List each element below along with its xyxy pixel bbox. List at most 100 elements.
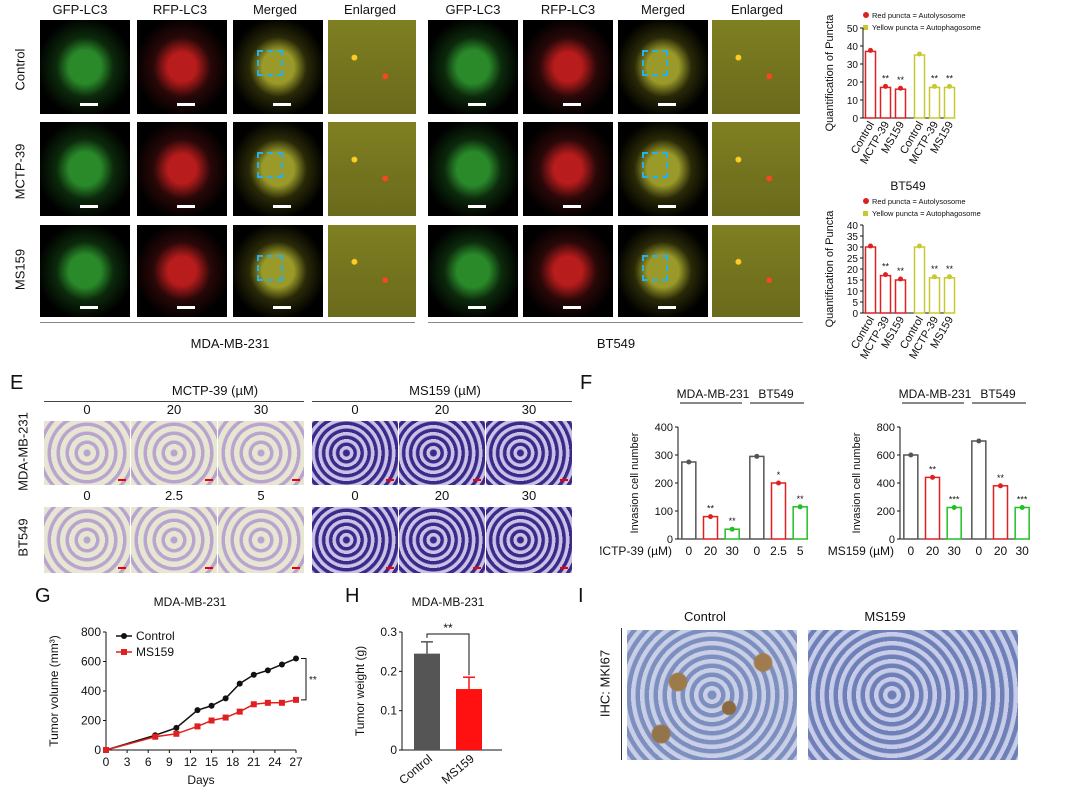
scale-bar [273, 306, 291, 309]
y-tick-label: 800 [81, 625, 101, 639]
x-tick-label: 21 [247, 755, 261, 769]
scale-bar [205, 567, 213, 569]
legend-red-dot [863, 198, 869, 204]
y-tick-label: 10 [847, 96, 859, 107]
x-tick-label: 2.5 [770, 544, 787, 558]
invasion-point [951, 505, 957, 510]
series-point [194, 707, 201, 714]
puncta-bar [894, 279, 907, 314]
puncta-bar [913, 54, 926, 119]
e-dose-label: 0 [351, 488, 359, 503]
y-tick-label: 200 [81, 714, 101, 728]
micrograph-rfp-ms159-bt549 [523, 225, 613, 317]
e-title-mctp: MCTP-39 (µM) [171, 383, 259, 398]
invasion-bar [702, 515, 719, 540]
ihc-title-ms159: MS159 [864, 609, 906, 624]
sig-mark: ** [946, 73, 954, 83]
x-tick-label: 0 [103, 755, 110, 769]
series-point [264, 667, 271, 674]
series-point [103, 747, 109, 753]
scale-bar [177, 103, 195, 106]
sig-mark: ** [309, 675, 317, 686]
y-tick-label: 100 [655, 506, 673, 518]
invasion-micrograph [131, 421, 217, 485]
chart-title: MDA-MB-231 [412, 595, 485, 609]
x-tick-label: 0 [975, 544, 982, 558]
scale-bar [292, 567, 300, 569]
ihc-title-control: Control [684, 609, 726, 624]
group-header: MDA-MB-231 [677, 387, 750, 401]
e-line-right [312, 401, 572, 402]
group-header: MDA-MB-231 [899, 387, 972, 401]
invasion-bar [770, 482, 787, 540]
puncta-bar [879, 86, 892, 119]
puncta-point [868, 47, 873, 53]
y-tick-label: 20 [847, 265, 859, 276]
legend-red-dot [863, 12, 869, 18]
ihc-image-ms159 [808, 630, 1018, 760]
y-tick-label: 0.2 [380, 664, 397, 678]
micrograph-enlarged-control-mda [328, 20, 416, 114]
y-tick-label: 0.1 [380, 704, 397, 718]
micrograph-merged-mctp39-mda [233, 122, 323, 216]
y-tick-label: 600 [81, 655, 101, 669]
puncta-chart-bt549: BT549 Red puncta = Autolysosome Yellow pun… [824, 179, 981, 361]
invasion-micrograph [486, 507, 572, 573]
sig-mark: *** [949, 495, 960, 505]
y-tick-label: 400 [81, 684, 101, 698]
x-tick-label: 20 [926, 544, 940, 558]
sig-mark: ** [882, 73, 890, 83]
e-dose-label: 30 [521, 402, 537, 417]
sig-mark: ** [729, 516, 737, 526]
invasion-point [976, 438, 982, 444]
y-tick-label: 0 [852, 309, 858, 320]
sig-mark: ** [707, 504, 715, 514]
invasion-bar [903, 454, 919, 540]
y-tick-label: 30 [847, 243, 859, 254]
ihc-image-control [627, 630, 797, 760]
legend-label: Control [136, 629, 175, 643]
sig-mark: * [777, 470, 781, 480]
series-point [194, 723, 201, 730]
micrograph-merged-ms159-bt549 [618, 225, 708, 317]
scale-bar [658, 103, 676, 106]
e-dose-label: 20 [434, 488, 450, 503]
puncta-point [932, 83, 937, 89]
puncta-point [917, 51, 922, 57]
scale-bar [177, 306, 195, 309]
e-dose-label: 0 [83, 488, 91, 503]
puncta-point [883, 272, 888, 278]
y-axis-label: Quantification of Puncta [824, 14, 836, 132]
puncta-bar [943, 277, 956, 314]
y-tick-label: 0 [667, 534, 673, 546]
group-header: BT549 [980, 387, 1016, 401]
header-gfp-left: GFP-LC3 [52, 2, 108, 17]
zoom-box [642, 255, 668, 281]
invasion-point [797, 504, 803, 510]
legend-yellow-label: Yellow puncta = Autophagosome [872, 209, 981, 218]
zoom-box [257, 50, 283, 76]
series-line-1 [105, 699, 297, 751]
puncta-bar [943, 86, 956, 119]
legend-red-label: Red puncta = Autolysosome [872, 11, 966, 20]
micrograph-gfp-control-bt549 [428, 20, 518, 114]
scale-bar [177, 205, 195, 208]
scale-bar [118, 479, 126, 481]
micrograph-rfp-control-mda [137, 20, 227, 114]
invasion-bar [971, 440, 987, 540]
sig-mark: ** [946, 264, 954, 274]
puncta-point [883, 83, 888, 89]
scale-bar [473, 567, 481, 569]
scale-bar [658, 205, 676, 208]
scale-bar [80, 306, 98, 309]
panel-letter-f: F [580, 372, 593, 394]
invasion-point [708, 514, 713, 520]
group-label-bt549: BT549 [596, 336, 636, 351]
series-point [222, 695, 229, 702]
sig-mark: ** [443, 621, 453, 635]
puncta-bar [879, 274, 892, 314]
scale-bar [80, 103, 98, 106]
scale-bar [468, 306, 486, 309]
